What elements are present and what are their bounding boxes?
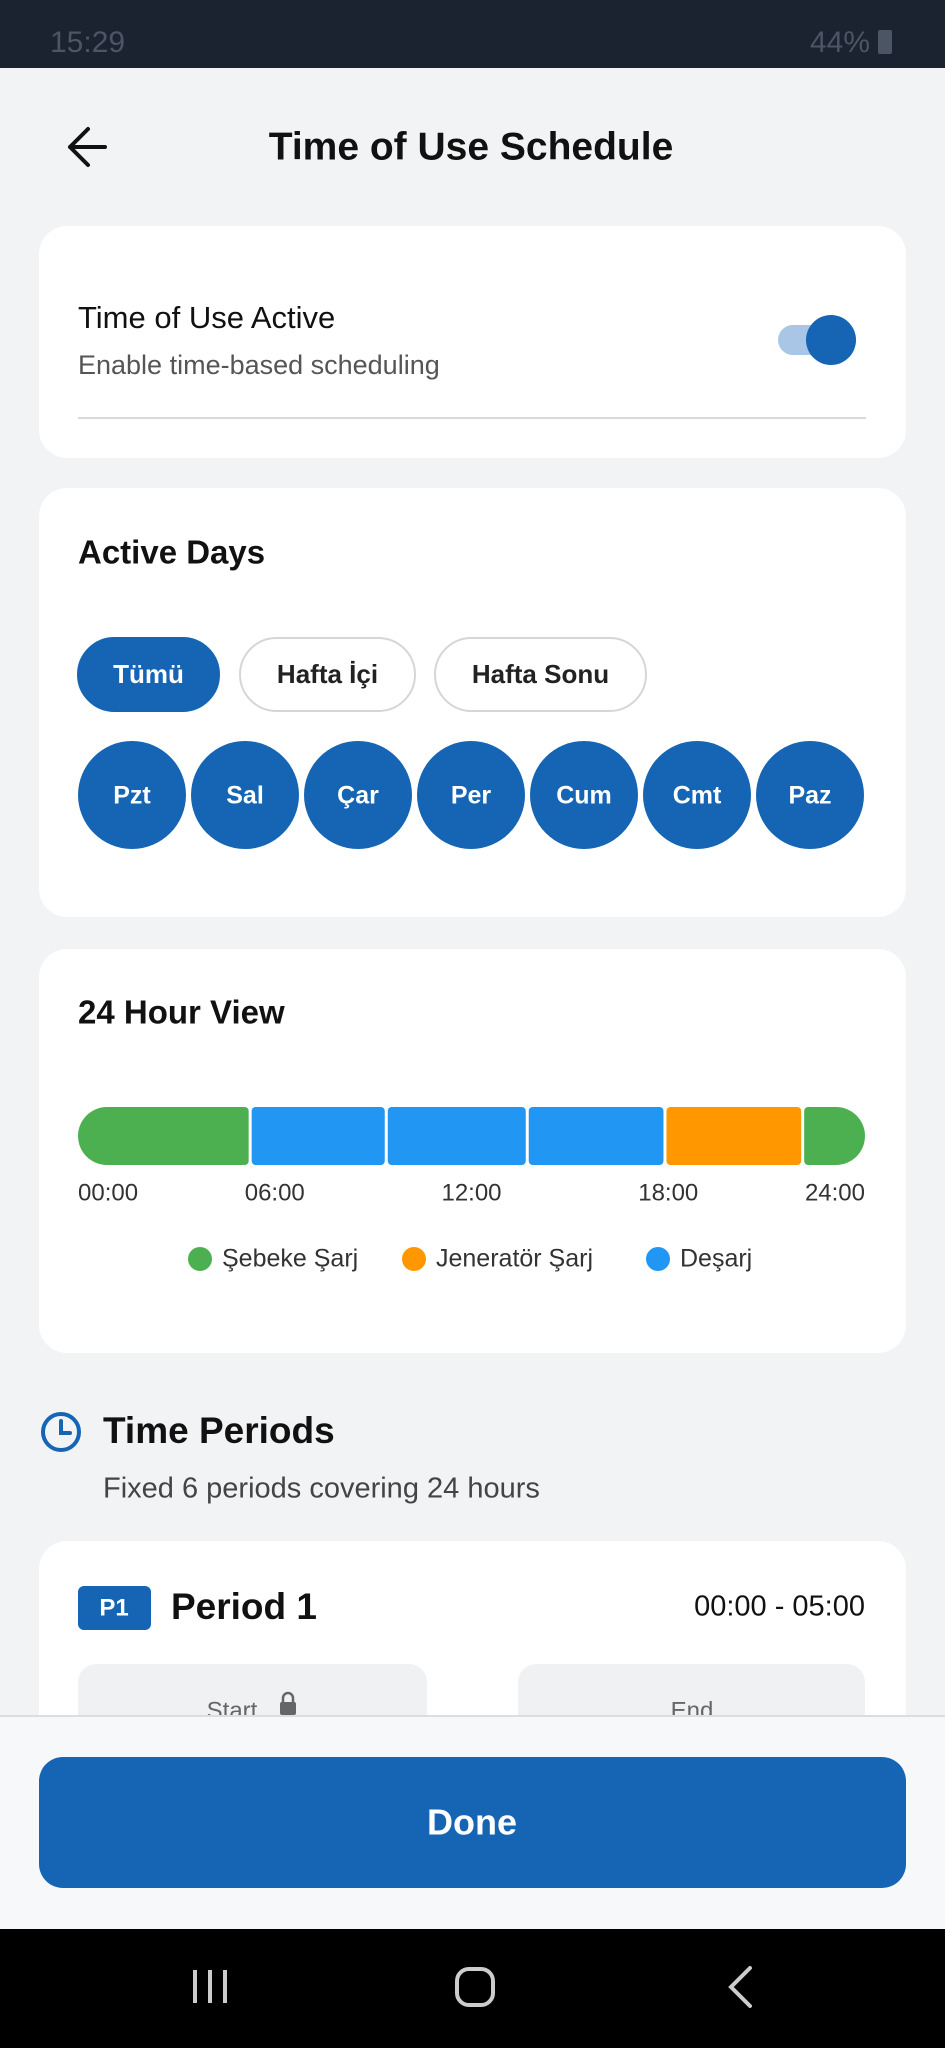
tick-label: 06:00 (245, 1179, 305, 1206)
filter-chip-label[interactable]: Tümü (113, 659, 184, 689)
timeline-segment (251, 1107, 385, 1165)
tou-subtitle: Enable time-based scheduling (78, 350, 440, 380)
filter-chip[interactable] (77, 637, 220, 712)
content: Time of Use Active Enable time-based sch… (39, 226, 906, 1784)
end-box[interactable] (518, 1664, 865, 1784)
timeline-segment (666, 1107, 802, 1165)
filter-chip-label[interactable]: Hafta Sonu (472, 659, 609, 689)
period-name: Period 1 (171, 1586, 317, 1627)
legend-dot (402, 1247, 426, 1271)
tick-label: 18:00 (638, 1179, 698, 1206)
filter-chip[interactable] (434, 637, 647, 712)
filter-chip-label[interactable]: Hafta İçi (277, 659, 378, 689)
battery-icon (878, 30, 892, 54)
legend-dot (188, 1247, 212, 1271)
clock-icon (41, 1412, 81, 1452)
done-button[interactable] (39, 1757, 906, 1888)
day-button[interactable] (417, 741, 525, 849)
nav-recents[interactable] (193, 1970, 227, 2003)
tou-title: Time of Use Active (78, 300, 335, 335)
period-badge-text: P1 (99, 1594, 128, 1621)
legend: Şebeke Şarj Jeneratör Şarj Deşarj (188, 1245, 752, 1273)
toggle-knob[interactable] (806, 315, 856, 365)
days-title: Active Days (78, 534, 265, 571)
day-label[interactable]: Per (451, 782, 492, 810)
start-label: Start (207, 1697, 258, 1724)
nav-home[interactable] (455, 1967, 495, 2007)
day-button[interactable] (756, 741, 864, 849)
legend-label: Şebeke Şarj (222, 1245, 358, 1273)
day-button[interactable] (78, 741, 186, 849)
day-buttons: Pzt Sal Çar Per Cum Cmt Paz (78, 741, 864, 849)
done-label[interactable]: Done (427, 1802, 517, 1843)
timeline-segment (528, 1107, 664, 1165)
toggle[interactable] (778, 315, 856, 365)
status-time: 15:29 (50, 26, 125, 59)
back-arrow[interactable] (68, 127, 107, 167)
header-title: Time of Use Schedule (269, 125, 674, 168)
legend-dot (646, 1247, 670, 1271)
timeline-ticks: 00:00 06:00 12:00 18:00 24:00 (78, 1179, 865, 1206)
status-bar (0, 0, 945, 68)
day-label[interactable]: Cmt (673, 782, 722, 810)
timeline-bar (78, 1107, 865, 1165)
period-badge (78, 1586, 151, 1630)
back-button[interactable] (68, 127, 107, 167)
day-button[interactable] (643, 741, 751, 849)
day-label[interactable]: Paz (788, 782, 831, 810)
period-range: 00:00 - 05:00 (694, 1591, 865, 1623)
end-label: End (671, 1697, 714, 1724)
lock-shackle (281, 1691, 295, 1703)
lock-icon (280, 1702, 296, 1715)
timeline-segment (804, 1107, 865, 1165)
start-box[interactable] (78, 1664, 427, 1784)
clock-hands (59, 1419, 72, 1435)
periods-subtitle: Fixed 6 periods covering 24 hours (103, 1473, 540, 1505)
day-label[interactable]: Çar (337, 782, 379, 810)
day-label[interactable]: Pzt (113, 782, 151, 810)
legend-label: Jeneratör Şarj (436, 1245, 593, 1273)
tick-label: 00:00 (78, 1179, 138, 1206)
timeline-segment (387, 1107, 526, 1165)
tick-label: 24:00 (805, 1179, 865, 1206)
status-battery: 44% (810, 26, 870, 59)
nav-back[interactable] (728, 1966, 752, 2008)
timeline-segment (78, 1107, 249, 1165)
tou-card (39, 226, 906, 458)
day-label[interactable]: Sal (226, 782, 264, 810)
nav-bar (0, 1929, 945, 2048)
day-button[interactable] (530, 741, 638, 849)
filter-chips: Tümü Hafta İçi Hafta Sonu (77, 637, 647, 712)
day-button[interactable] (191, 741, 299, 849)
periods-title: Time Periods (103, 1410, 335, 1451)
legend-label: Deşarj (680, 1245, 752, 1273)
day-button[interactable] (304, 741, 412, 849)
timeline-title: 24 Hour View (78, 994, 285, 1031)
tick-label: 12:00 (441, 1179, 501, 1206)
filter-chip[interactable] (239, 637, 416, 712)
day-label[interactable]: Cum (556, 782, 612, 810)
